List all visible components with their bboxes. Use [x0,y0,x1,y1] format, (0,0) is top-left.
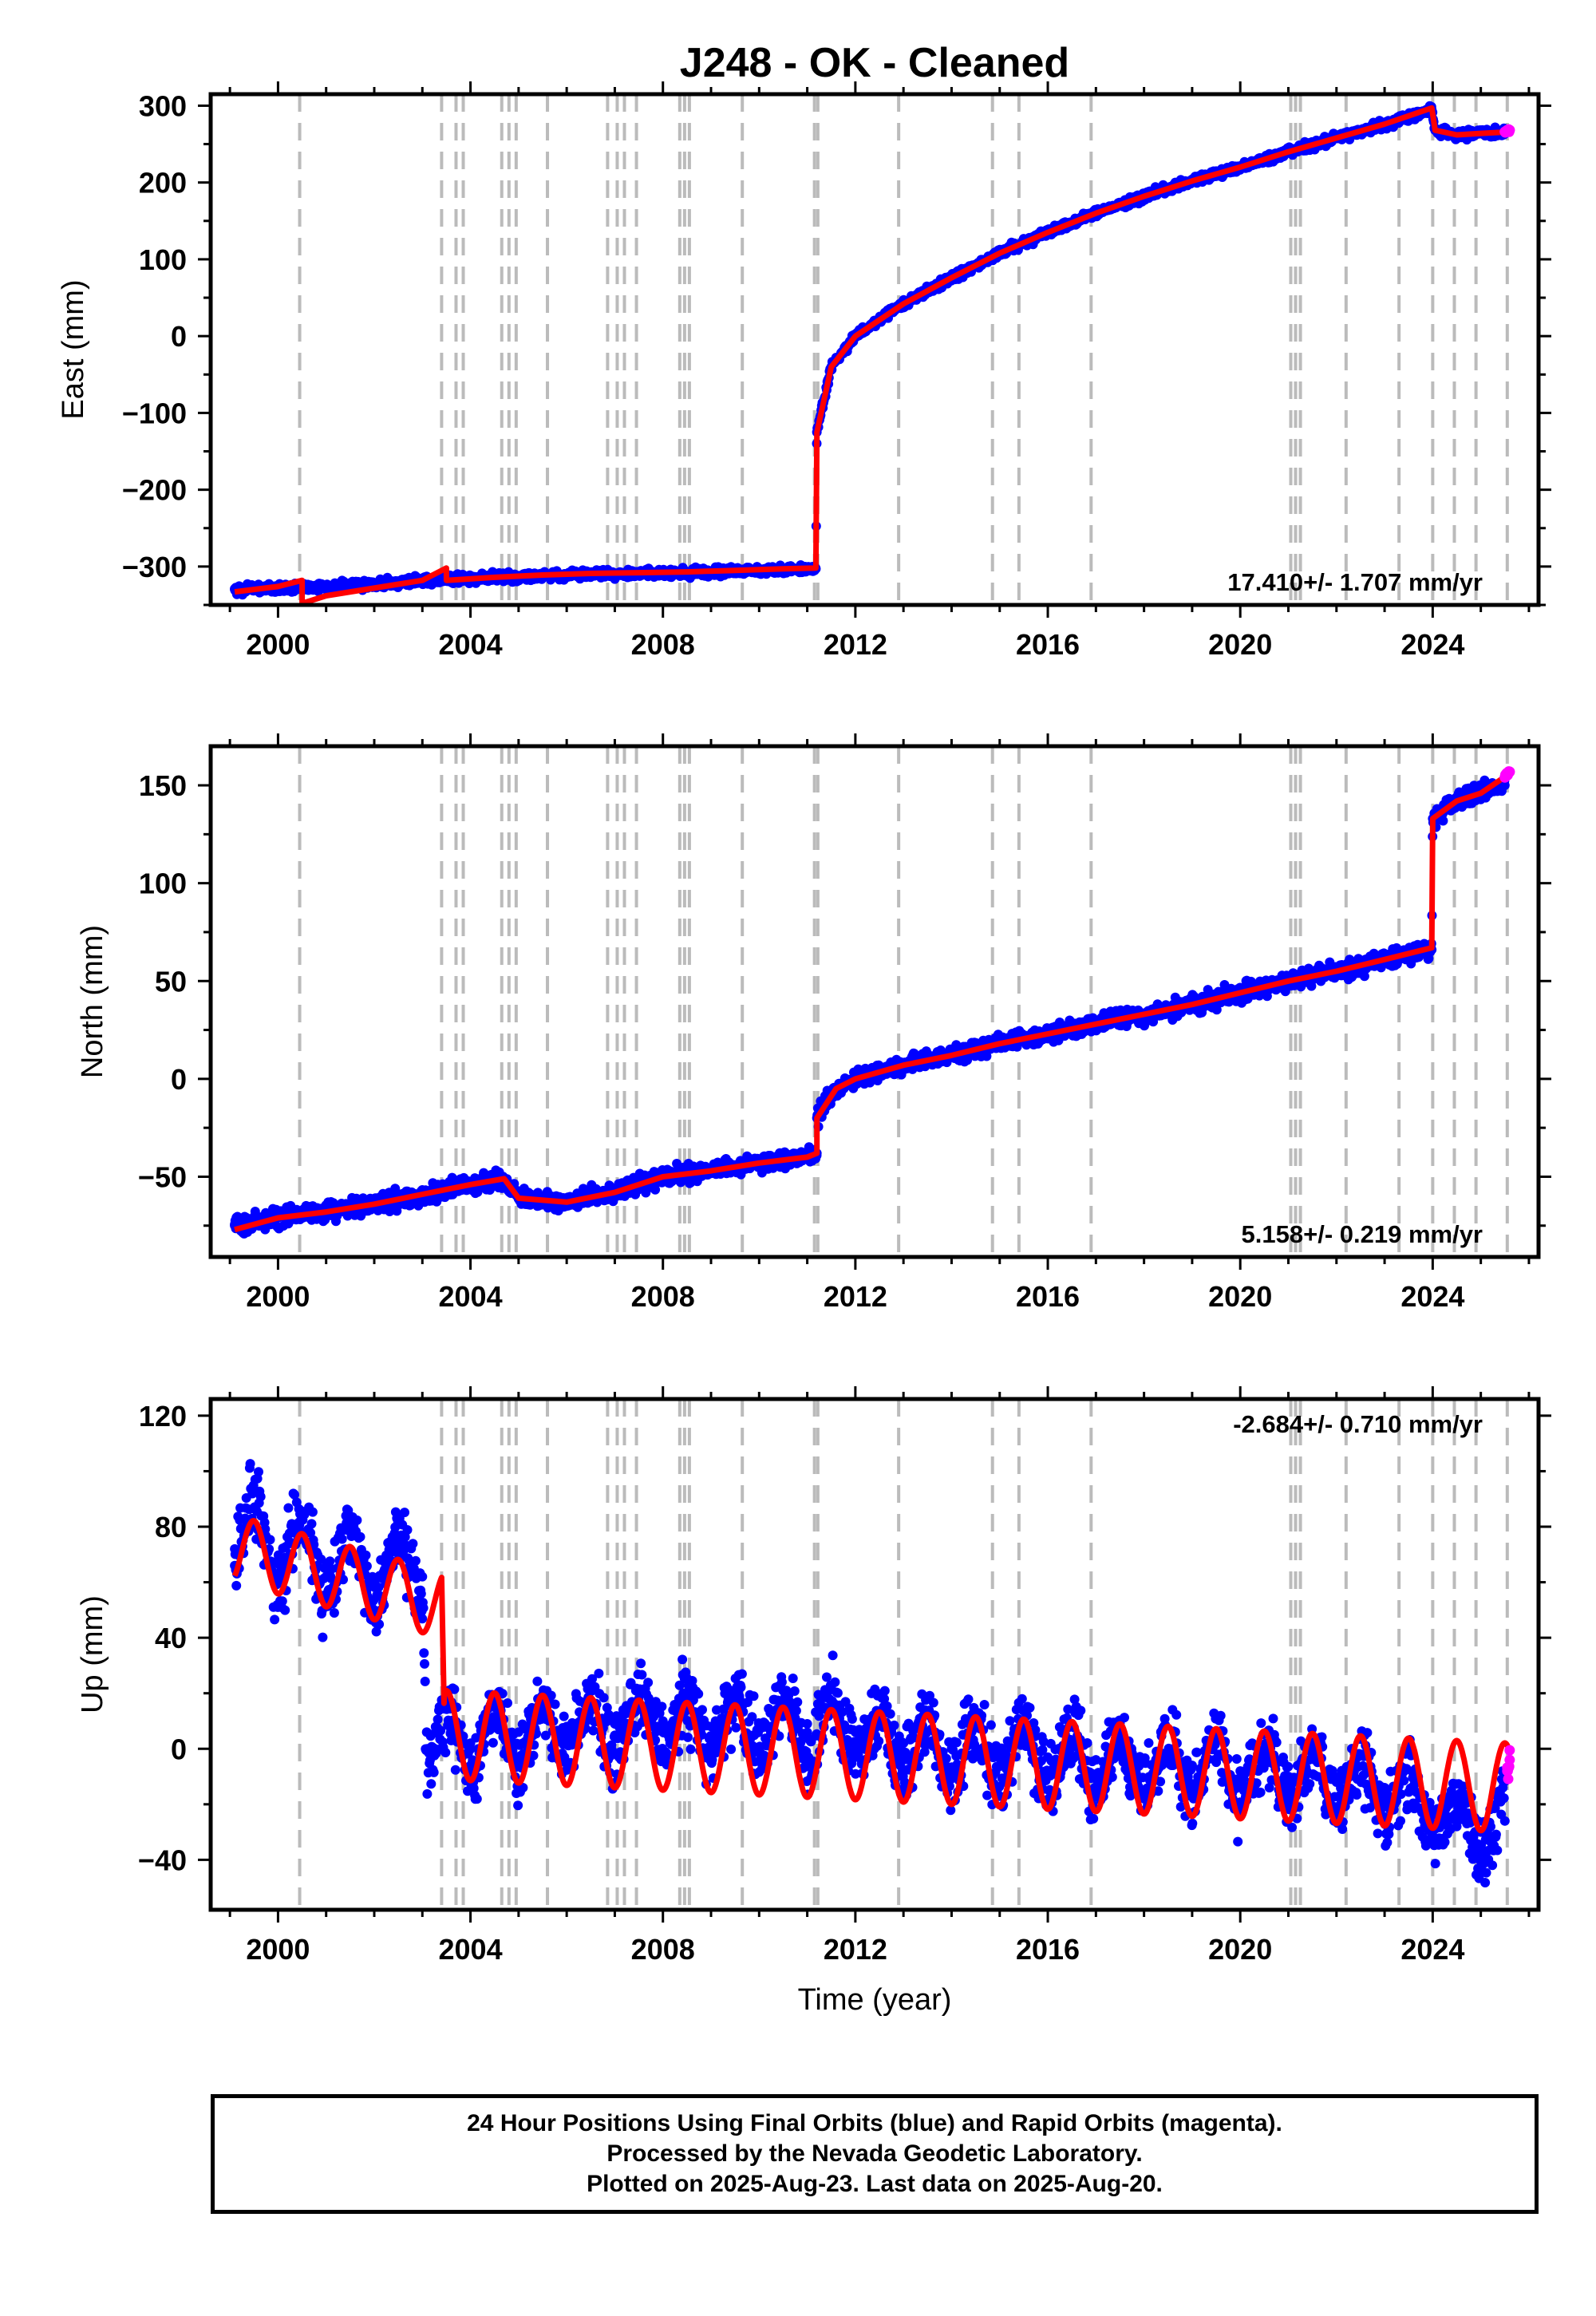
x-tick-label: 2012 [824,1280,887,1313]
x-tick-label: 2012 [824,628,887,661]
y-tick-label: −200 [122,474,187,507]
figure-title: J248 - OK - Cleaned [680,40,1069,86]
model-line [234,771,1511,1233]
velocity-annotation: 17.410+/- 1.707 mm/yr [1227,568,1483,596]
x-tick-label: 2004 [439,1280,503,1313]
data-point [1499,781,1510,791]
y-tick-label: 100 [139,243,187,276]
data-point [982,1051,992,1061]
plot-area [230,101,1515,605]
x-tick-label: 2020 [1208,628,1272,661]
x-tick-label: 2020 [1208,1280,1272,1313]
x-tick-label: 2000 [246,628,310,661]
x-tick-label: 2004 [439,628,503,661]
velocity-annotation: 5.158+/- 0.219 mm/yr [1242,1220,1483,1248]
x-tick-label: 2008 [631,1280,695,1313]
data-point [650,1184,661,1195]
data-point [1359,971,1369,982]
x-tick-label: 2008 [631,628,695,661]
y-axis-label: North (mm) [76,925,109,1078]
plot-frame [208,92,1541,607]
y-tick-label: 150 [139,769,187,802]
x-tick-label: 2024 [1400,1280,1464,1313]
plot-area [230,766,1515,1239]
y-tick-label: −50 [138,1160,187,1193]
x-axis: 2000 2004 2008 2012 2016 2020 2024 [228,733,1531,1313]
y-tick-label: 300 [139,89,187,122]
event-lines [298,94,1509,605]
y-tick-label: 50 [155,965,187,998]
y-axis: −50 0 50 100 150 [138,769,1551,1227]
y-axis: −300 −200 −100 0 100 200 300 [122,89,1551,607]
final-orbit-points [230,775,1510,1239]
panel-2: 2000 2004 2008 2012 2016 2020 2024 −50 0 50 100 150… [76,733,1551,1313]
rapid-point [1504,124,1515,136]
y-tick-label: −300 [122,551,187,583]
y-axis-label: East (mm) [57,279,90,419]
panel-1: 2000 2004 2008 2012 2016 2020 2024−300−200−100… [57,81,1551,661]
data-point [479,1168,489,1178]
model-line [234,105,1510,605]
event-lines [298,1399,1509,1910]
y-tick-label: 0 [171,320,187,353]
plot-frame [208,744,1541,1259]
panel-3: 2000 2004 2008 2012 2016 2020 2024−4004080120U… [76,1386,1551,2017]
x-tick-label: 2000 [246,1280,310,1313]
final-orbit-points [230,101,1510,600]
x-axis: 2000 2004 2008 2012 2016 2020 2024 [228,81,1531,661]
x-tick-label: 2016 [1016,1280,1080,1313]
y-tick-label: −100 [122,397,187,429]
data-point [1438,816,1448,826]
y-tick-label: 0 [171,1063,187,1096]
y-tick-label: 100 [139,868,187,900]
data-point [321,581,331,591]
rapid-point [1504,766,1515,777]
panels: 2000 2004 2008 2012 2016 2020 2024−300−200−100… [57,81,1551,2017]
x-tick-label: 2016 [1016,628,1080,661]
x-tick-label: 2024 [1400,628,1464,661]
y-tick-label: 200 [139,167,187,200]
